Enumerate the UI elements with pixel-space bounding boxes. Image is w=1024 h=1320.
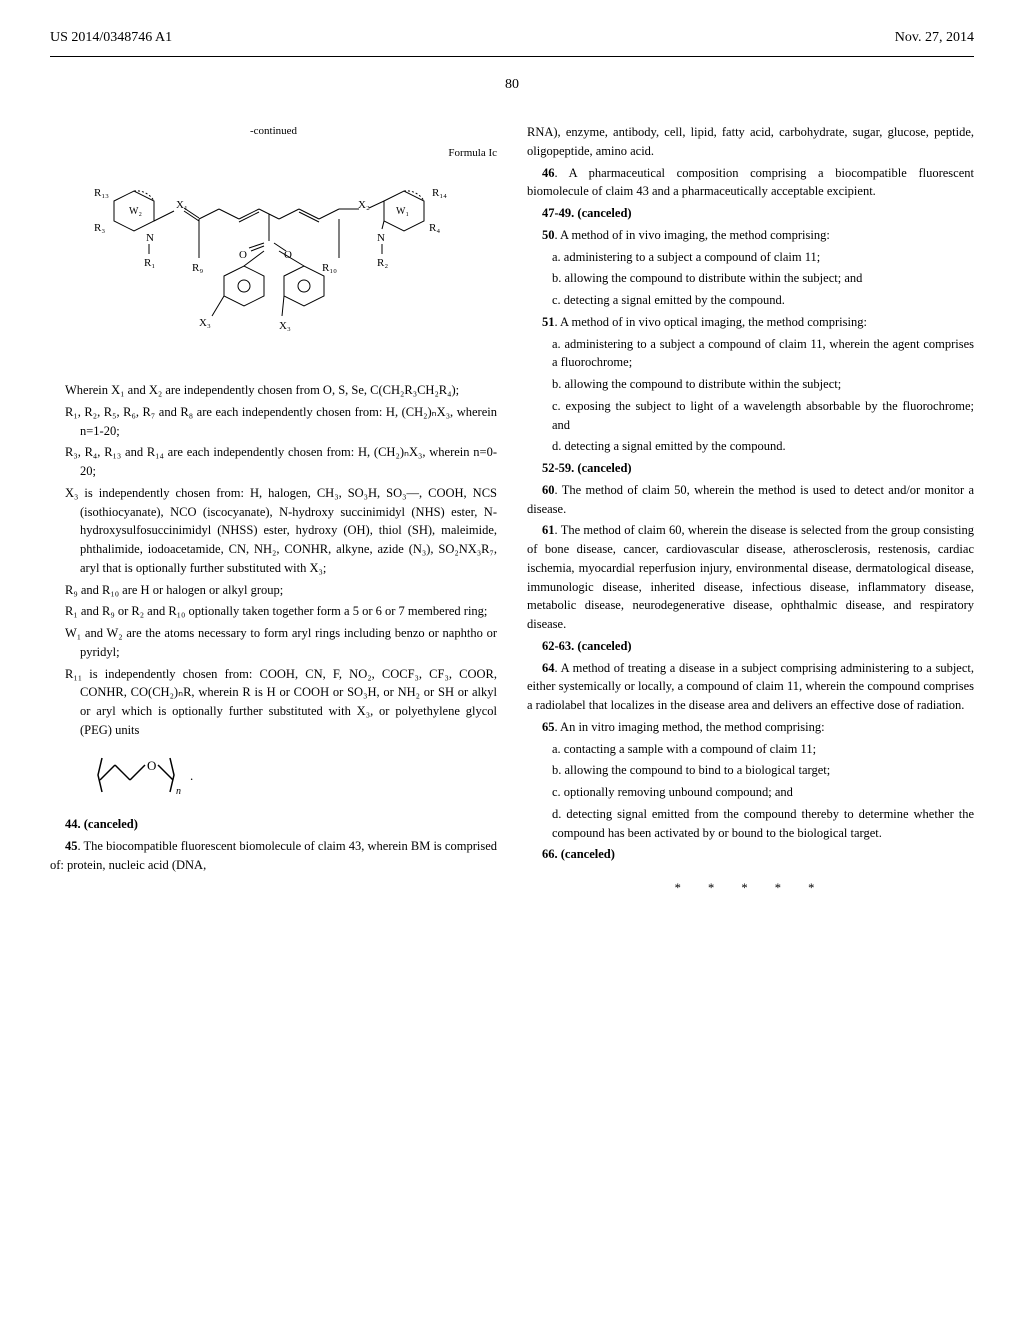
- claim-62-63: 62-63. (canceled): [527, 637, 974, 656]
- claim-51a: a. administering to a subject a compound…: [552, 335, 974, 373]
- header-divider: [50, 56, 974, 57]
- right-column: RNA), enzyme, antibody, cell, lipid, fat…: [527, 123, 974, 898]
- svg-text:R₁₀: R₁₀: [322, 262, 337, 274]
- wherein-clause: Wherein X₁ and X₂ are independently chos…: [80, 381, 497, 400]
- x3-clause: X₃ is independently chosen from: H, halo…: [80, 484, 497, 578]
- continued-label: -continued: [50, 123, 497, 140]
- svg-text:n: n: [176, 786, 181, 797]
- page-number: 80: [50, 77, 974, 93]
- chemical-structure: R₁₃ R₃ W₂ N R₁ X₁: [50, 166, 497, 366]
- svg-text:W₂: W₂: [129, 206, 142, 217]
- publication-number: US 2014/0348746 A1: [50, 30, 172, 46]
- claim-50c: c. detecting a signal emitted by the com…: [552, 291, 974, 310]
- w1-clause: W₁ and W₂ are the atoms necessary to for…: [80, 624, 497, 662]
- claim-50a: a. administering to a subject a compound…: [552, 248, 974, 267]
- claim-51c: c. exposing the subject to light of a wa…: [552, 397, 974, 435]
- claim-64: 64. A method of treating a disease in a …: [527, 659, 974, 715]
- svg-text:R₁₃: R₁₃: [94, 187, 109, 199]
- r1r9-clause: R₁ and R₉ or R₂ and R₁₀ optionally taken…: [80, 602, 497, 621]
- svg-text:R₃: R₃: [94, 222, 105, 234]
- svg-text:.: .: [190, 768, 193, 783]
- claim-52-59: 52-59. (canceled): [527, 459, 974, 478]
- claim-44: 44. (canceled): [50, 815, 497, 834]
- claim-51b: b. allowing the compound to distribute w…: [552, 375, 974, 394]
- svg-text:R₄: R₄: [429, 222, 440, 234]
- claim-61: 61. The method of claim 60, wherein the …: [527, 521, 974, 634]
- claim-66: 66. (canceled): [527, 845, 974, 864]
- svg-text:R₁₄: R₁₄: [432, 187, 447, 199]
- svg-text:W₁: W₁: [396, 206, 409, 217]
- svg-text:O: O: [239, 249, 247, 261]
- claim-45: 45. The biocompatible fluorescent biomol…: [50, 837, 497, 875]
- claim-46: 46. A pharmaceutical composition compris…: [527, 164, 974, 202]
- left-column: -continued Formula Ic R₁₃ R₃ W₂ N R₁ X₁: [50, 123, 497, 898]
- svg-text:N: N: [146, 232, 154, 244]
- formula-label: Formula Ic: [50, 145, 497, 162]
- publication-date: Nov. 27, 2014: [895, 30, 974, 46]
- svg-text:O: O: [147, 758, 156, 773]
- claim-65a: a. contacting a sample with a compound o…: [552, 740, 974, 759]
- claim-65b: b. allowing the compound to bind to a bi…: [552, 761, 974, 780]
- end-stars: * * * * *: [527, 879, 974, 898]
- r11-clause: R₁₁ is independently chosen from: COOH, …: [80, 665, 497, 740]
- claim-65: 65. An in vitro imaging method, the meth…: [527, 718, 974, 737]
- svg-text:X₂: X₂: [358, 199, 370, 211]
- svg-text:R₁: R₁: [144, 257, 155, 269]
- claim-51d: d. detecting a signal emitted by the com…: [552, 437, 974, 456]
- claim-65c: c. optionally removing unbound compound;…: [552, 783, 974, 802]
- svg-text:X₃: X₃: [199, 317, 211, 329]
- claim-60: 60. The method of claim 50, wherein the …: [527, 481, 974, 519]
- svg-text:X₃: X₃: [279, 320, 291, 332]
- two-column-content: -continued Formula Ic R₁₃ R₃ W₂ N R₁ X₁: [50, 123, 974, 898]
- r9-clause: R₉ and R₁₀ are H or halogen or alkyl gro…: [80, 581, 497, 600]
- claim-47-49: 47-49. (canceled): [527, 204, 974, 223]
- claim-45-continued: RNA), enzyme, antibody, cell, lipid, fat…: [527, 123, 974, 161]
- svg-text:N: N: [377, 232, 385, 244]
- claim-50: 50. A method of in vivo imaging, the met…: [527, 226, 974, 245]
- claim-65d: d. detecting signal emitted from the com…: [552, 805, 974, 843]
- r1-clause: R₁, R₂, R₅, R₆, R₇ and R₈ are each indep…: [80, 403, 497, 441]
- claim-50b: b. allowing the compound to distribute w…: [552, 269, 974, 288]
- svg-text:R₂: R₂: [377, 257, 388, 269]
- svg-text:R₉: R₉: [192, 262, 203, 274]
- claim-51: 51. A method of in vivo optical imaging,…: [527, 313, 974, 332]
- peg-structure: O n .: [90, 750, 497, 806]
- r3-clause: R₃, R₄, R₁₃ and R₁₄ are each independent…: [80, 443, 497, 481]
